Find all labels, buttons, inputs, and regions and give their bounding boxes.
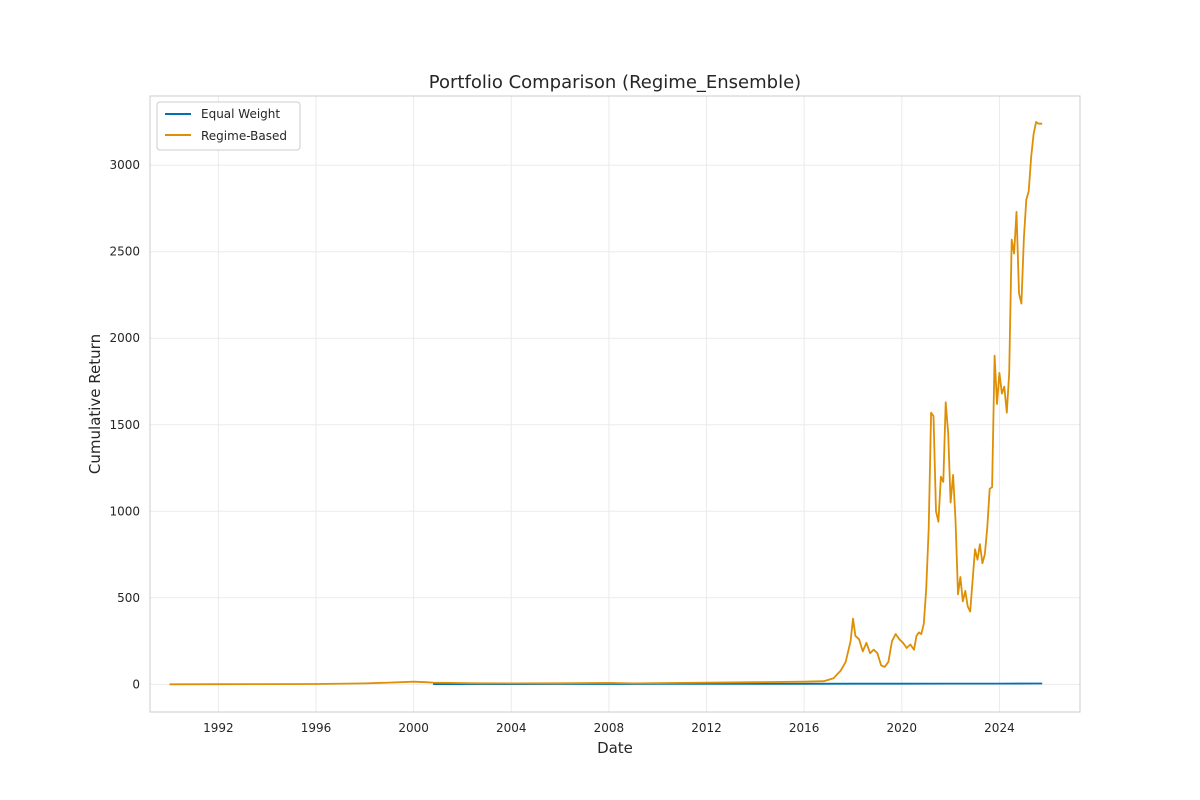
plot-frame [149,95,1081,713]
x-axis-label: Date [597,739,633,757]
y-tick-label: 2500 [109,245,140,259]
x-tick-labels: 1992 1996 2000 2004 2008 2012 2016 2020 2024 [203,721,1015,735]
legend-box [156,101,301,151]
chart-title: Portfolio Comparison (Regime_Ensemble) [429,72,801,93]
x-tick-label: 2000 [398,721,429,735]
y-tick-labels: 0 500 1000 1500 2000 2500 3000 [109,158,140,691]
x-tick-label: 1992 [203,721,234,735]
y-tick-label: 1000 [109,504,140,518]
series-line-regime-based [169,121,1043,686]
y-tick-label: 3000 [109,158,140,172]
x-tick-label: 2008 [594,721,625,735]
x-tick-label: 2004 [496,721,527,735]
legend: Equal Weight Regime-Based [156,101,301,151]
x-tick-label: 2020 [887,721,918,735]
legend-label-equal-weight: Equal Weight [201,107,280,121]
x-tick-label: 2012 [691,721,722,735]
legend-label-regime-based: Regime-Based [201,129,287,143]
x-tick-label: 2016 [789,721,820,735]
y-tick-label: 500 [117,591,140,605]
x-tick-label: 2024 [984,721,1015,735]
y-tick-label: 1500 [109,418,140,432]
y-axis-label: Cumulative Return [86,334,104,474]
x-tick-label: 1996 [301,721,332,735]
series-layer [169,121,1043,686]
y-tick-label: 2000 [109,331,140,345]
y-tick-label: 0 [132,677,140,691]
